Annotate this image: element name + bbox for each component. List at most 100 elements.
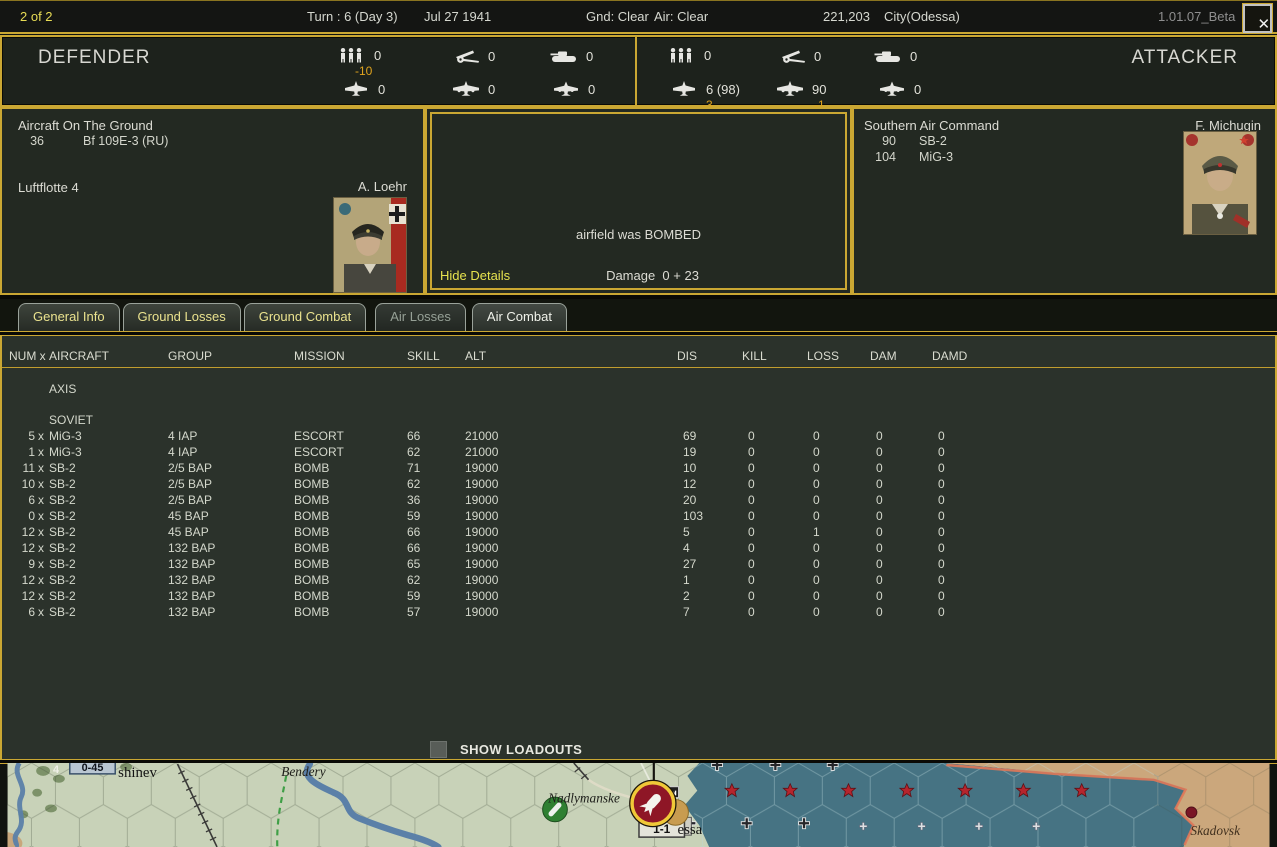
location-label: City(Odessa): [884, 9, 960, 24]
show-loadouts-label: SHOW LOADOUTS: [460, 742, 583, 757]
tab-general-info[interactable]: General Info: [18, 303, 120, 331]
close-icon: ✕: [1257, 16, 1271, 33]
attacker-label: ATTACKER: [1131, 47, 1238, 68]
defender-men-stat: 0: [338, 47, 381, 63]
column-header-alt: ALT: [465, 349, 487, 363]
infantry-icon: [670, 48, 692, 63]
tank-icon: [550, 51, 576, 62]
message-panel: airfield was BOMBED Hide Details Damage …: [425, 107, 852, 295]
bombing-strike-marker[interactable]: [629, 763, 689, 828]
air-group-row: 11 x SB-2 2/5 BAP BOMB 71 19000 10 0 0 0 0: [22, 461, 945, 475]
hex-grid-sea: [694, 763, 1159, 847]
air-group-row: 12 x SB-2 45 BAP BOMB 66 19000 5 0 1 0 0: [21, 525, 945, 539]
utility-plane-icon: [554, 81, 578, 96]
attacker-leader-portrait: [1183, 131, 1257, 235]
turn-indicator: Turn : 6 (Day 3): [307, 9, 398, 24]
defender-command: Luftflotte 4: [18, 180, 79, 195]
hex-grid-east: [1153, 763, 1270, 847]
air-group-row: 6 x SB-2 2/5 BAP BOMB 36 19000 20 0 0 0 0: [28, 493, 945, 507]
front-line: [946, 763, 1195, 846]
column-header-kill: KILL: [742, 349, 767, 363]
tab-ground-losses[interactable]: Ground Losses: [122, 303, 241, 331]
show-loadouts-checkbox[interactable]: [430, 741, 447, 758]
air-group-row: 12 x SB-2 132 BAP BOMB 66 19000 4 0 0 0 0: [21, 541, 945, 555]
unit-counter-kishinev[interactable]: 0-45: [69, 763, 116, 775]
railroad: [176, 763, 590, 847]
combat-summary-strip: DEFENDER ATTACKER 0 -10 0 0 0 0 0: [0, 35, 1277, 112]
hide-details-link[interactable]: Hide Details: [440, 268, 511, 283]
ground-weather: Gnd: Clear: [586, 9, 649, 24]
section-label: AXIS: [49, 382, 77, 396]
stack-count: 4: [53, 764, 59, 776]
victory-points: 221,203: [823, 9, 870, 24]
defender-leader-name: A. Loehr: [357, 179, 407, 194]
report-tabbar: General Info Ground Losses Ground Combat Ai…: [0, 299, 1277, 331]
defender-bombers-stat: 0: [452, 81, 495, 97]
attacker-bombers-delta: -1: [814, 98, 825, 112]
defender-guns-stat: 0: [452, 48, 495, 64]
airfield-icon[interactable]: [542, 796, 568, 823]
divider-line: [0, 331, 1277, 336]
tab-air-losses[interactable]: Air Losses: [375, 303, 466, 331]
label-odessa: essa: [678, 822, 703, 838]
header-rule: [2, 367, 1275, 368]
bomb-icon: [639, 794, 661, 817]
defender-men-delta: -10: [355, 64, 373, 78]
attacker-fighters-delta: -3: [702, 98, 713, 112]
defender-label: DEFENDER: [38, 47, 151, 68]
tab-air-combat[interactable]: Air Combat: [471, 303, 567, 331]
air-group-row: 0 x SB-2 45 BAP BOMB 59 19000 103 0 0 0 0: [28, 509, 945, 523]
aircraft-count-row: 90 SB-2: [882, 134, 947, 148]
air-combat-table: NUM x AIRCRAFT GROUP MISSION SKILL ALT DIS KILL…: [0, 336, 1277, 740]
air-weather: Air: Clear: [654, 9, 709, 24]
artillery-icon: [456, 50, 479, 63]
tab-ground-combat[interactable]: Ground Combat: [243, 303, 367, 331]
page-indicator: 2 of 2: [20, 9, 53, 24]
defender-panel-title: Aircraft On The Ground: [18, 118, 153, 133]
column-header-dam: DAM: [870, 349, 897, 363]
column-header-mission: MISSION: [294, 349, 345, 363]
defender-fighters-stat: 0: [342, 81, 385, 97]
tank-icon: [874, 51, 900, 62]
attacker-guns-stat: 0: [778, 48, 821, 64]
air-group-row: 12 x SB-2 132 BAP BOMB 59 19000 2 0 0 0 0: [21, 589, 945, 603]
air-group-row: 10 x SB-2 2/5 BAP BOMB 62 19000 12 0 0 0 0: [21, 477, 945, 491]
label-kishinev: shinev: [118, 765, 157, 781]
detail-panels: Aircraft On The Ground 36 Bf 109E-3 (RU) …: [0, 107, 1277, 299]
attacker-bombers-stat: 90: [776, 81, 826, 97]
combat-message: airfield was BOMBED: [576, 227, 701, 242]
close-button[interactable]: ✕: [1242, 3, 1273, 34]
air-group-row: 9 x SB-2 132 BAP BOMB 65 19000 27 0 0 0 0: [28, 557, 945, 571]
attacker-util-stat: 0: [878, 81, 921, 97]
column-header-loss: LOSS: [807, 349, 840, 363]
air-group-row: 6 x SB-2 132 BAP BOMB 57 19000 7 0 0 0 0: [28, 605, 945, 619]
date-indicator: Jul 27 1941: [424, 9, 492, 24]
artillery-icon: [782, 50, 805, 63]
label-skadovsk: Skadovsk: [1190, 823, 1241, 838]
utility-plane-icon: [880, 81, 904, 96]
attacker-fighters-stat: 6 (98): [670, 81, 740, 97]
column-header-aircraft: AIRCRAFT: [49, 349, 109, 363]
river-west: [12, 763, 26, 847]
svg-text:0-45: 0-45: [82, 763, 104, 774]
column-header-num-x: NUM x: [9, 349, 46, 363]
aircraft-count-row: 104 MiG-3: [875, 150, 954, 164]
attacker-panel: Southern Air Command 90 SB-2 104 MiG-3 F. M…: [852, 107, 1277, 295]
attacker-aircraft-list: 90 SB-2 104 MiG-3: [854, 134, 1275, 166]
rail-repair-line: [276, 775, 288, 847]
section-label: SOVIET: [49, 413, 94, 427]
city-dot: [1185, 806, 1198, 819]
column-header-skill: SKILL: [407, 349, 440, 363]
aircraft-count-row: 36 Bf 109E-3 (RU): [30, 134, 169, 148]
summary-divider: [635, 37, 637, 105]
air-group-row: 1 x MiG-3 4 IAP ESCORT 62 21000 19 0 0 0 0: [28, 445, 945, 459]
column-header-damd: DAMD: [932, 349, 968, 363]
defender-leader-portrait: [333, 197, 407, 293]
defender-aircraft-list: 36 Bf 109E-3 (RU): [2, 134, 423, 150]
loadouts-row: SHOW LOADOUTS: [0, 740, 1277, 759]
attacker-afv-stat: 0: [874, 48, 917, 64]
bomber-icon: [777, 81, 803, 96]
river-dniester: [304, 763, 442, 847]
campaign-map[interactable]: 0-45 4 1-1 shinev Bendery Nadlymanske es…: [0, 763, 1277, 847]
